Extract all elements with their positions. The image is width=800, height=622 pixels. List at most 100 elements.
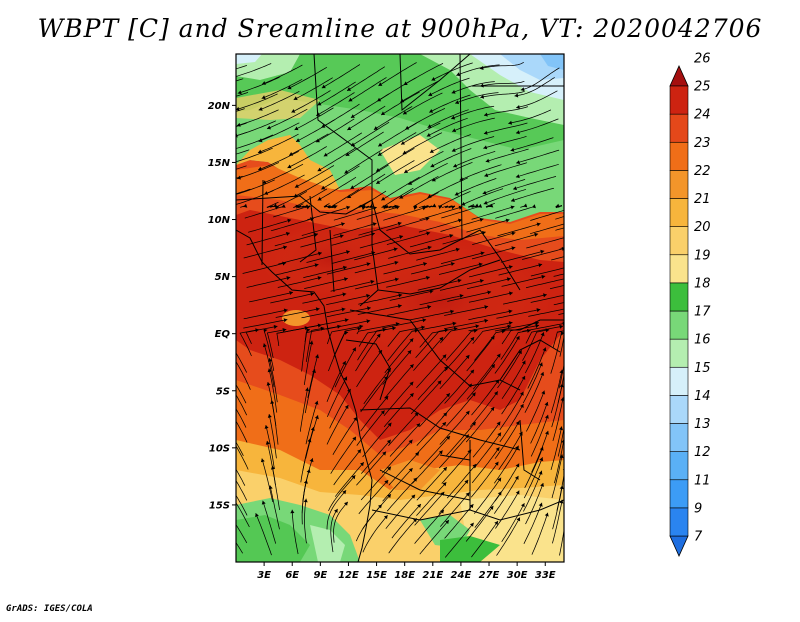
streamline: [426, 117, 468, 137]
streamline-arrowhead: [515, 421, 520, 426]
streamline-arrowhead: [495, 447, 500, 452]
streamline: [316, 92, 355, 117]
streamline-arrowhead: [594, 294, 598, 298]
streamline-arrowhead: [267, 414, 272, 418]
streamline-arrowhead: [471, 392, 476, 397]
streamline-arrowhead: [310, 217, 314, 222]
streamline-arrowhead: [255, 513, 259, 518]
streamline-arrowhead: [357, 326, 362, 331]
streamline: [388, 246, 432, 259]
streamline: [503, 294, 547, 305]
streamline-arrowhead: [465, 355, 470, 359]
streamline: [287, 66, 327, 90]
streamline: [363, 367, 392, 405]
streamline: [380, 91, 420, 116]
streamline-arrowhead: [568, 306, 572, 310]
streamline: [334, 461, 365, 497]
streamline-arrowhead: [444, 328, 449, 333]
streamline: [409, 310, 454, 321]
streamline: [294, 107, 334, 131]
streamline-arrowhead: [450, 309, 454, 314]
streamline-arrowhead: [369, 204, 374, 208]
streamline: [554, 439, 564, 484]
streamline-arrowhead: [408, 439, 413, 444]
streamline-arrowhead: [497, 477, 502, 482]
streamline-arrowhead: [509, 291, 513, 296]
lon-label: 24E: [451, 570, 472, 581]
streamline: [354, 248, 398, 261]
streamline: [247, 219, 292, 233]
streamline: [559, 247, 564, 250]
streamline: [236, 441, 244, 456]
streamline-arrowhead: [306, 469, 311, 473]
streamline: [530, 414, 549, 457]
streamline-arrowhead: [469, 504, 474, 509]
streamline: [444, 306, 489, 316]
streamline: [236, 524, 248, 544]
streamline-arrowhead: [464, 479, 469, 484]
streamline: [387, 326, 425, 347]
streamline-arrowhead: [495, 379, 499, 384]
streamline-arrowhead: [409, 364, 414, 369]
streamline-arrowhead: [258, 107, 263, 111]
streamline: [275, 308, 320, 318]
streamline: [529, 223, 564, 235]
streamline-arrowhead: [344, 318, 349, 323]
streamline: [413, 336, 444, 371]
streamline: [411, 262, 455, 275]
streamline-arrowhead: [408, 468, 413, 472]
streamline: [439, 410, 470, 445]
streamline-arrowhead: [351, 142, 356, 146]
streamline-arrowhead: [339, 234, 344, 239]
streamline: [470, 461, 499, 498]
streamline: [530, 294, 564, 303]
colorbar-arrow-high: [669, 65, 689, 87]
streamline: [514, 77, 555, 97]
streamline-arrowhead: [312, 369, 316, 373]
streamline: [333, 449, 362, 486]
streamline: [261, 458, 274, 502]
streamline-arrowhead: [283, 308, 288, 313]
streamline-arrowhead: [231, 203, 235, 207]
streamline-arrowhead: [538, 263, 543, 268]
colorbar-segment: [669, 479, 689, 509]
streamline: [471, 379, 500, 416]
streamline: [550, 332, 564, 374]
streamline-arrowhead: [321, 124, 326, 128]
streamline-arrowhead: [229, 351, 233, 355]
streamline: [236, 162, 280, 179]
streamline: [496, 309, 541, 319]
streamline: [500, 329, 531, 360]
streamline-arrowhead: [427, 194, 432, 198]
streamline: [378, 62, 417, 87]
streamline: [419, 327, 458, 348]
streamline-arrowhead: [544, 402, 549, 406]
streamline-arrowhead: [267, 125, 271, 130]
streamline: [358, 327, 396, 347]
streamline: [268, 368, 278, 413]
streamline-arrowhead: [314, 400, 319, 405]
streamline-arrowhead: [566, 276, 570, 280]
streamline: [417, 366, 449, 400]
streamline-arrowhead: [289, 291, 293, 295]
streamline: [559, 334, 564, 357]
streamline-arrowhead: [409, 381, 414, 386]
streamline-arrowhead: [347, 194, 352, 198]
streamline-arrowhead: [267, 368, 272, 373]
streamline-arrowhead: [427, 245, 432, 250]
streamline-arrowhead: [487, 290, 492, 295]
streamline: [528, 308, 564, 317]
streamline: [403, 151, 444, 174]
streamline-arrowhead: [366, 262, 371, 267]
streamline: [375, 147, 415, 172]
streamline: [333, 501, 349, 543]
streamline: [383, 262, 427, 275]
streamline: [243, 319, 288, 329]
streamline-arrowhead: [429, 149, 434, 153]
streamline: [270, 217, 315, 232]
streamline-arrowhead: [306, 328, 310, 333]
streamline-arrowhead: [366, 293, 370, 298]
streamline-arrowhead: [258, 138, 263, 143]
streamline-arrowhead: [380, 410, 385, 415]
streamline-arrowhead: [451, 89, 456, 94]
